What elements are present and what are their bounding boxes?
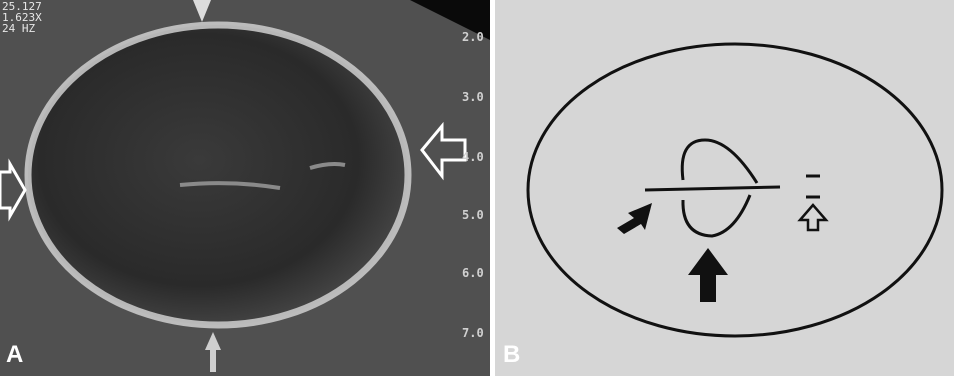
upper-contour	[680, 138, 759, 184]
panel-label: B	[503, 341, 520, 368]
divider	[490, 0, 495, 376]
open-arrow	[797, 203, 829, 232]
overlay-text: 24 HZ	[2, 22, 35, 35]
small-black-arrow	[617, 203, 652, 234]
panel-label: A	[6, 341, 23, 368]
arrow-top	[193, 0, 211, 22]
panel-a: 25.127 1.623X 24 HZ 2.0 3.0 4.0 5.0 6.0 …	[0, 0, 490, 376]
skull-outline	[526, 42, 944, 338]
midline-echo	[179, 181, 281, 190]
midline	[644, 185, 781, 192]
depth-label: 4.0	[462, 150, 484, 164]
arrow-bottom	[205, 332, 221, 372]
black-arrow	[688, 248, 728, 302]
skull-ring	[24, 21, 412, 329]
lower-contour	[681, 194, 752, 238]
depth-label: 3.0	[462, 90, 484, 104]
depth-label: 6.0	[462, 266, 484, 280]
depth-label: 5.0	[462, 208, 484, 222]
overlay-text: 1.623X	[2, 11, 42, 24]
arrow-left	[0, 158, 27, 222]
panel-b: B	[495, 0, 954, 376]
echo	[309, 162, 346, 170]
depth-label: 7.0	[462, 326, 484, 340]
skull-interior	[28, 25, 408, 325]
depth-label: 2.0	[462, 30, 484, 44]
corner-shadow	[410, 0, 490, 40]
arrow-right	[420, 121, 467, 181]
overlay-text: 25.127	[2, 0, 42, 13]
